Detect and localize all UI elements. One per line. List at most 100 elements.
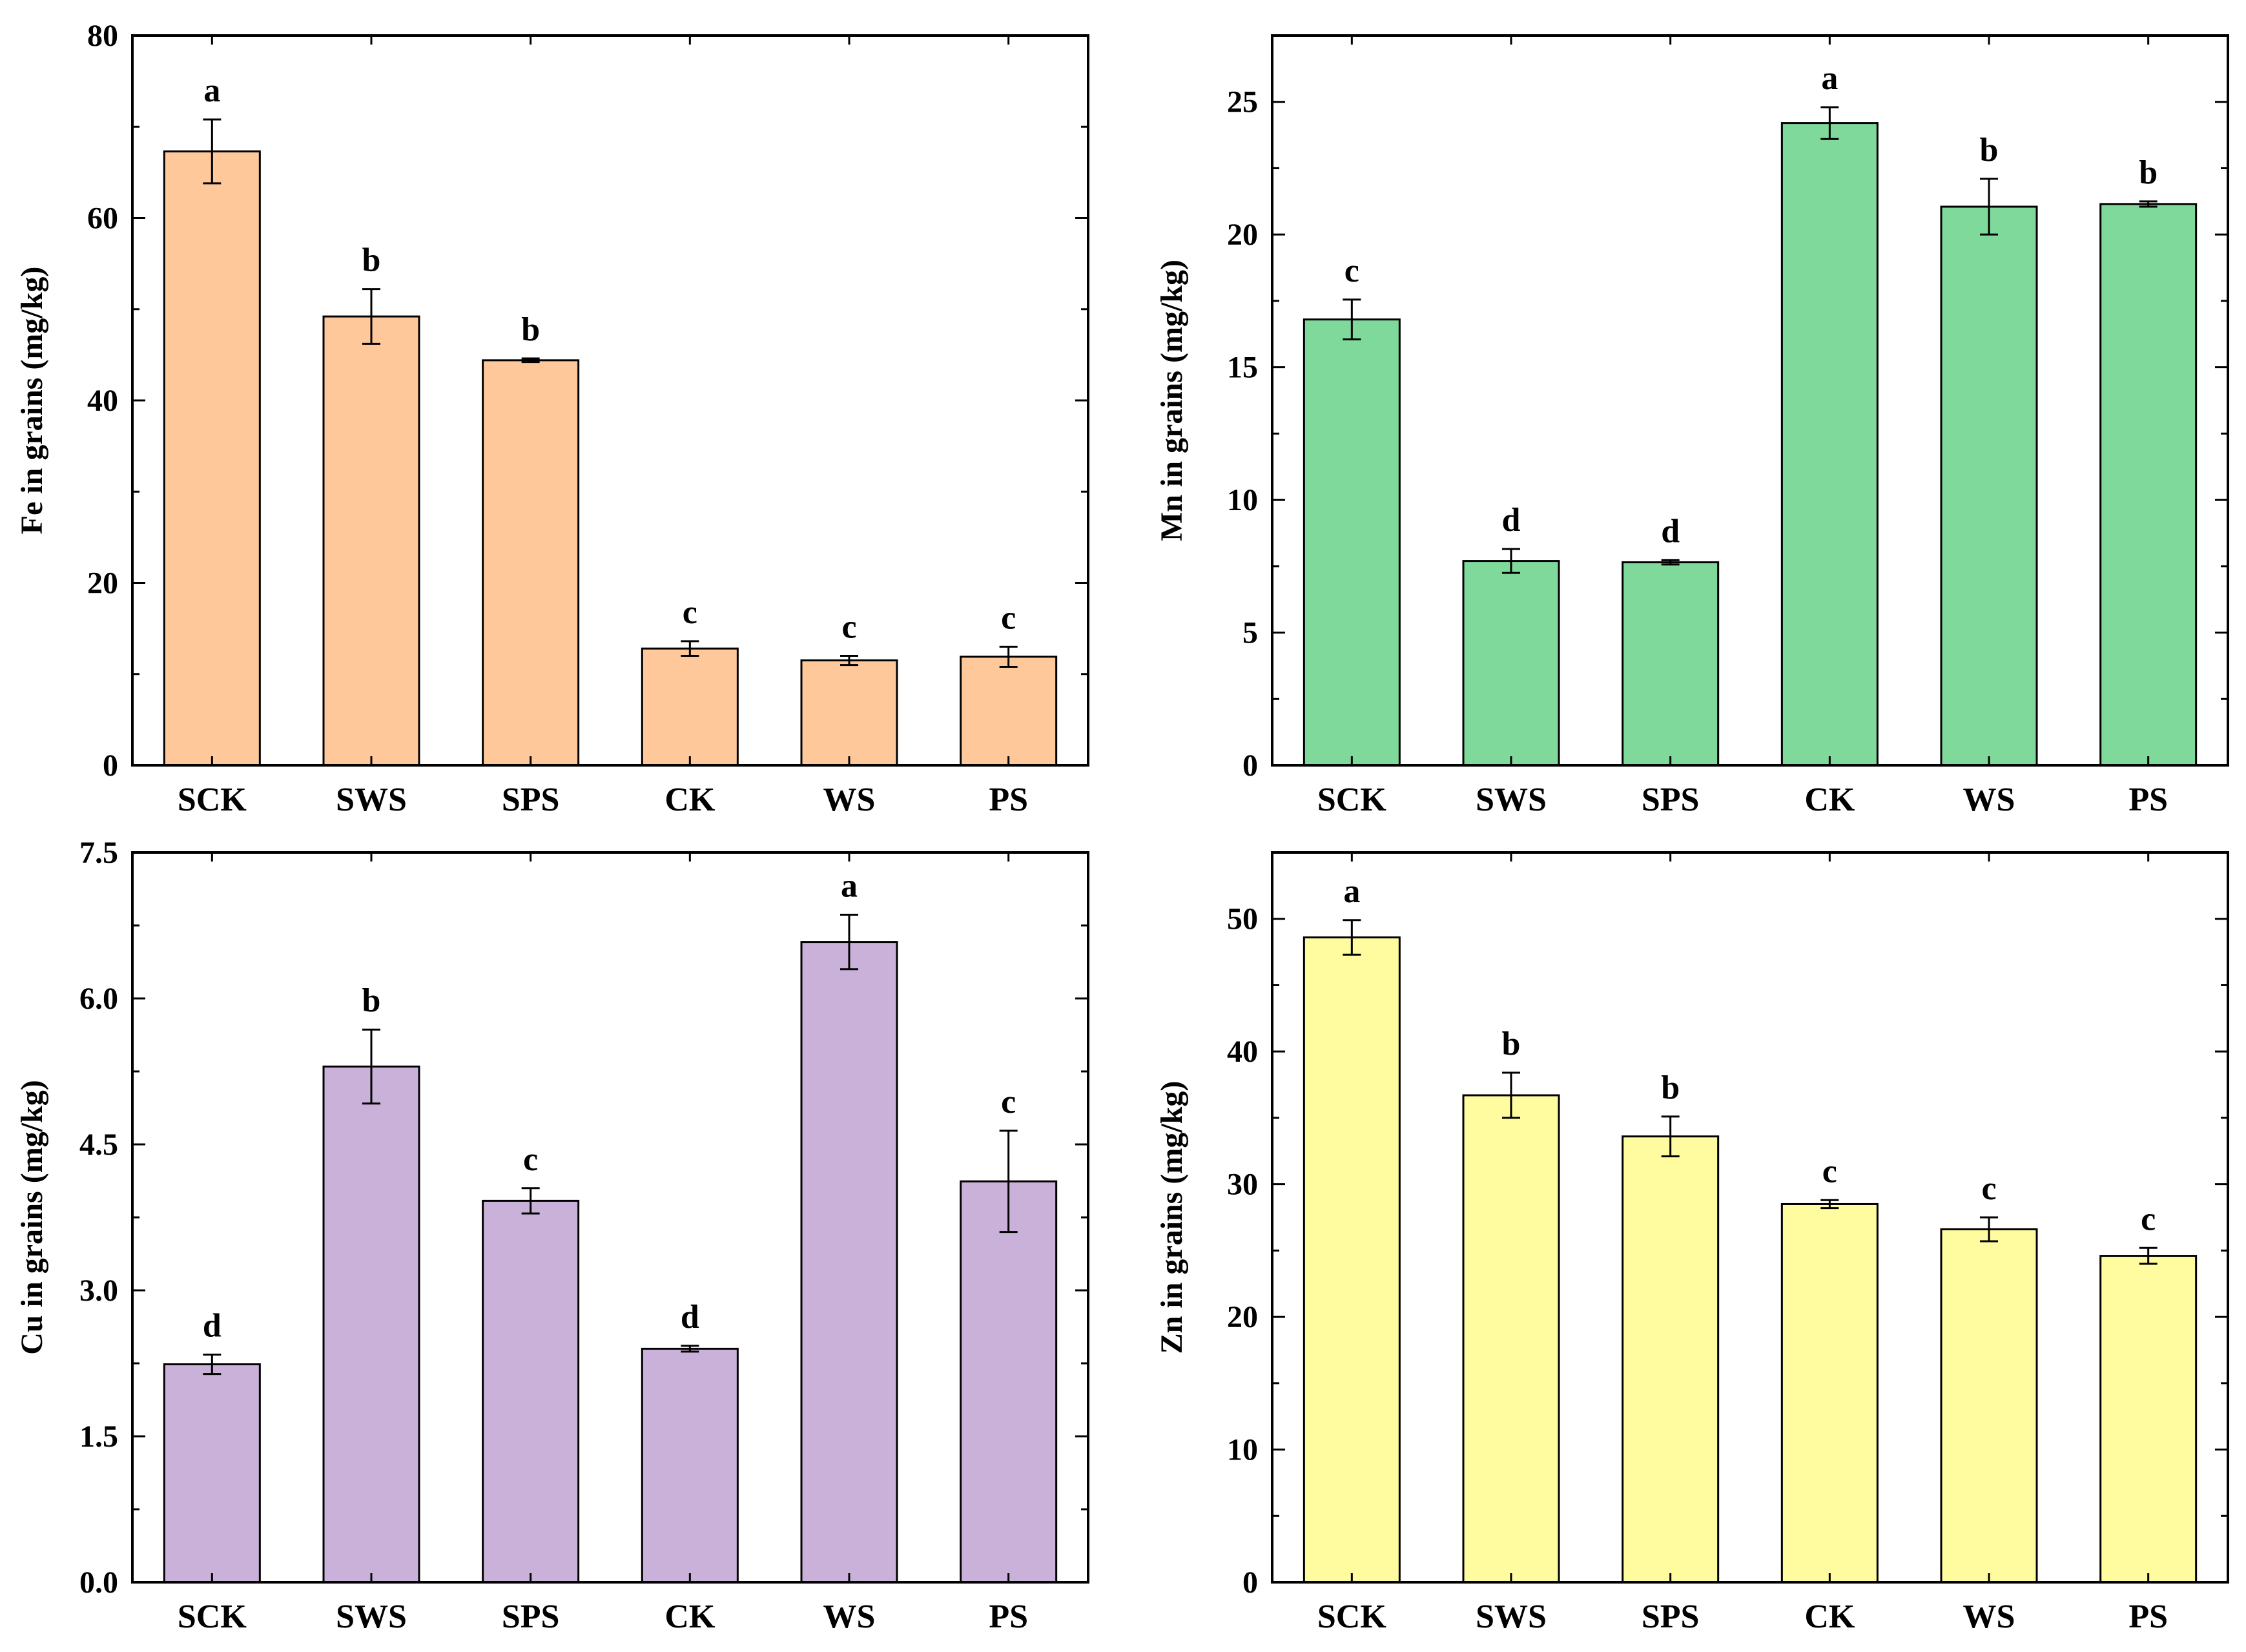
mn-bar-ps xyxy=(2099,203,2198,767)
fe-category-label-ck: CK xyxy=(665,781,716,818)
cu-significance-sps: c xyxy=(523,1141,538,1178)
cu-bar-ps xyxy=(960,1180,1058,1584)
fe-bar-ws xyxy=(800,659,898,767)
cu-y-tick-label: 7.5 xyxy=(79,836,118,870)
fe-error-bar-sck xyxy=(203,118,222,185)
mn-error-bar-ck xyxy=(1820,106,1839,140)
mn-bar-ws xyxy=(1940,205,2038,767)
fe-category-label-ps: PS xyxy=(989,781,1028,818)
fe-error-bar-sps xyxy=(521,357,540,364)
fe-y-tick-label: 80 xyxy=(87,19,118,53)
fe-plot-frame xyxy=(131,34,1089,767)
cu-category-label-sws: SWS xyxy=(336,1598,407,1635)
cu-bar-sps xyxy=(482,1199,580,1584)
cu-category-label-ps: PS xyxy=(989,1598,1028,1635)
cu-error-bar-ps xyxy=(999,1130,1018,1234)
cu-significance-ws: a xyxy=(841,867,858,904)
cu-error-bar-ws xyxy=(840,913,858,971)
zn-y-tick-label: 0 xyxy=(1242,1565,1258,1600)
cu-category-label-ws: WS xyxy=(823,1598,876,1635)
fe-y-tick-label: 40 xyxy=(87,384,118,418)
fe-category-label-ws: WS xyxy=(823,781,876,818)
mn-error-bar-ps xyxy=(2139,200,2158,208)
mn-bar-ck xyxy=(1780,122,1879,767)
mn-category-label-sck: SCK xyxy=(1317,781,1386,818)
cu-significance-ck: d xyxy=(681,1299,699,1336)
cu-significance-sck: d xyxy=(203,1307,222,1344)
fe-error-bar-ck xyxy=(681,640,699,657)
zn-y-tick-label: 20 xyxy=(1227,1300,1258,1334)
zn-bar-sws xyxy=(1462,1094,1560,1584)
zn-error-bar-sws xyxy=(1502,1071,1520,1119)
mn-y-tick-label: 0 xyxy=(1242,749,1258,783)
mn-plot-frame xyxy=(1271,34,2229,767)
mn-category-label-ws: WS xyxy=(1963,781,2015,818)
cu-significance-sws: b xyxy=(362,982,381,1019)
zn-y-axis-title: Zn in grains (mg/kg) xyxy=(1155,1081,1189,1354)
mn-significance-sws: d xyxy=(1502,502,1521,539)
fe-y-tick-label: 0 xyxy=(103,749,118,783)
fe-y-tick-label: 20 xyxy=(87,566,118,601)
mn-category-label-ck: CK xyxy=(1804,781,1855,818)
mn-y-tick-label: 5 xyxy=(1242,616,1258,650)
zn-y-tick-label: 30 xyxy=(1227,1168,1258,1202)
fe-category-label-sck: SCK xyxy=(178,781,247,818)
cu-error-bar-sws xyxy=(362,1028,380,1105)
mn-y-axis-title: Mn in grains (mg/kg) xyxy=(1155,260,1189,541)
mn-significance-ws: b xyxy=(1980,132,1999,169)
zn-bar-ws xyxy=(1940,1228,2038,1584)
cu-panel: d SCK b SWS c SPS d CK a WS c PS 0.0 1.5 3.0 4.5 6.0 7.5 C… xyxy=(15,836,1089,1635)
cu-error-bar-sps xyxy=(521,1187,540,1215)
zn-bar-sps xyxy=(1622,1135,1720,1584)
cu-y-axis-title: Cu in grains (mg/kg) xyxy=(15,1080,49,1354)
zn-category-label-sws: SWS xyxy=(1476,1598,1547,1635)
fe-significance-sck: a xyxy=(203,72,220,109)
cu-error-bar-ck xyxy=(681,1345,699,1353)
mn-significance-sps: d xyxy=(1661,513,1680,550)
fe-significance-sws: b xyxy=(362,242,381,279)
mn-error-bar-sck xyxy=(1343,298,1361,340)
mn-bar-sws xyxy=(1462,560,1560,767)
zn-bar-ps xyxy=(2099,1255,2198,1584)
zn-category-label-sck: SCK xyxy=(1317,1598,1386,1635)
fe-significance-ps: c xyxy=(1001,599,1016,636)
cu-bar-ck xyxy=(641,1347,739,1584)
zn-error-bar-ck xyxy=(1820,1199,1839,1210)
cu-y-tick-label: 4.5 xyxy=(79,1128,118,1162)
cu-bar-sck xyxy=(163,1363,261,1584)
zn-bar-ck xyxy=(1780,1203,1879,1584)
cu-significance-ps: c xyxy=(1001,1084,1016,1120)
fe-bar-sps xyxy=(482,359,580,767)
zn-y-tick-label: 40 xyxy=(1227,1035,1258,1069)
mn-y-tick-label: 20 xyxy=(1227,218,1258,252)
fe-bar-sck xyxy=(163,150,261,767)
zn-significance-sps: b xyxy=(1661,1069,1680,1106)
zn-significance-ck: c xyxy=(1822,1153,1837,1190)
mn-category-label-sws: SWS xyxy=(1476,781,1547,818)
mn-significance-sck: c xyxy=(1345,253,1359,289)
zn-category-label-ws: WS xyxy=(1963,1598,2015,1635)
fe-bar-ps xyxy=(960,656,1058,767)
zn-error-bar-ps xyxy=(2139,1246,2158,1265)
cu-category-label-ck: CK xyxy=(665,1598,716,1635)
zn-plot-frame xyxy=(1271,851,2229,1584)
fe-error-bar-ps xyxy=(999,645,1018,668)
zn-error-bar-sck xyxy=(1343,919,1361,956)
cu-plot-frame xyxy=(131,851,1089,1584)
mn-panel: c SCK d SWS d SPS a CK b WS b PS 0 5 10 15 20 25 Mn in gra… xyxy=(1155,34,2229,818)
mn-category-label-sps: SPS xyxy=(1642,781,1700,818)
cu-error-bar-sck xyxy=(203,1353,222,1376)
cu-y-tick-label: 3.0 xyxy=(79,1274,118,1308)
mn-bar-sck xyxy=(1303,318,1401,767)
fe-panel: a SCK b SWS b SPS c CK c WS c PS 0 20 40 60 80 Fe in grai… xyxy=(15,19,1089,818)
zn-significance-ws: c xyxy=(1981,1170,1996,1207)
zn-category-label-ps: PS xyxy=(2128,1598,2168,1635)
mn-error-bar-sws xyxy=(1502,548,1520,574)
mn-significance-ps: b xyxy=(2139,154,2158,191)
zn-significance-sck: a xyxy=(1343,873,1360,910)
mn-bar-sps xyxy=(1622,561,1720,767)
mn-category-label-ps: PS xyxy=(2128,781,2168,818)
mn-y-tick-label: 15 xyxy=(1227,351,1258,385)
fe-error-bar-ws xyxy=(840,655,858,666)
fe-significance-sps: b xyxy=(521,311,540,348)
